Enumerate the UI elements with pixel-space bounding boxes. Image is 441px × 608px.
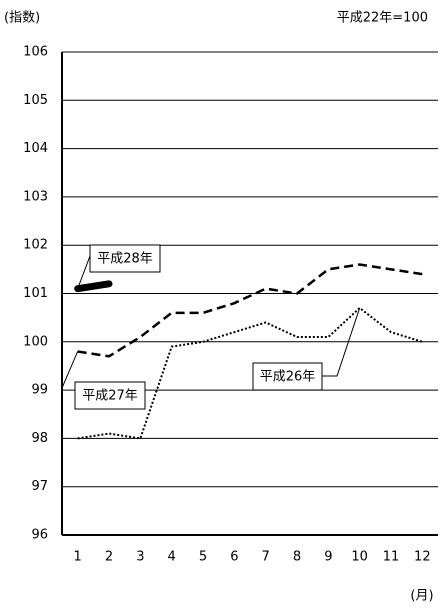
legend-label: 平成27年 (82, 389, 138, 404)
y-tick-label: 106 (23, 45, 48, 60)
base-note: 平成22年=100 (337, 11, 428, 26)
series-line (74, 280, 113, 293)
callout-box (74, 381, 146, 410)
legend-label: 平成26年 (260, 370, 316, 385)
y-tick-label: 97 (31, 479, 48, 494)
y-tick-label: 105 (23, 93, 48, 108)
x-tick-label: 1 (74, 550, 82, 565)
legend-label: 平成28年 (97, 252, 153, 267)
callout-leader (322, 307, 361, 377)
x-tick-label: 8 (293, 550, 301, 565)
y-tick-label: 99 (31, 383, 48, 398)
x-tick-label: 6 (230, 550, 238, 565)
x-tick-label: 9 (324, 550, 332, 565)
y-tick-label: 98 (31, 431, 48, 446)
x-tick-label: 4 (168, 550, 176, 565)
x-unit-label: (月) (410, 589, 433, 604)
y-tick-label: 101 (23, 286, 48, 301)
series-line (77, 306, 423, 440)
callout-leader (77, 255, 91, 289)
x-tick-label: 3 (136, 550, 144, 565)
series-line (77, 263, 423, 358)
y-unit-label: (指数) (4, 11, 40, 26)
x-tick-label: 2 (105, 550, 113, 565)
y-tick-label: 96 (31, 528, 48, 543)
y-tick-label: 100 (23, 334, 48, 349)
y-tick-label: 102 (23, 238, 48, 253)
callout-box (89, 244, 161, 273)
y-tick-label: 103 (23, 189, 48, 204)
x-tick-label: 5 (199, 550, 207, 565)
callout-leader (61, 351, 79, 389)
y-tick-label: 104 (23, 141, 48, 156)
x-tick-label: 12 (414, 550, 431, 565)
callout-box (252, 362, 323, 391)
x-tick-label: 10 (351, 550, 368, 565)
x-tick-label: 11 (383, 550, 400, 565)
x-tick-label: 7 (262, 550, 270, 565)
